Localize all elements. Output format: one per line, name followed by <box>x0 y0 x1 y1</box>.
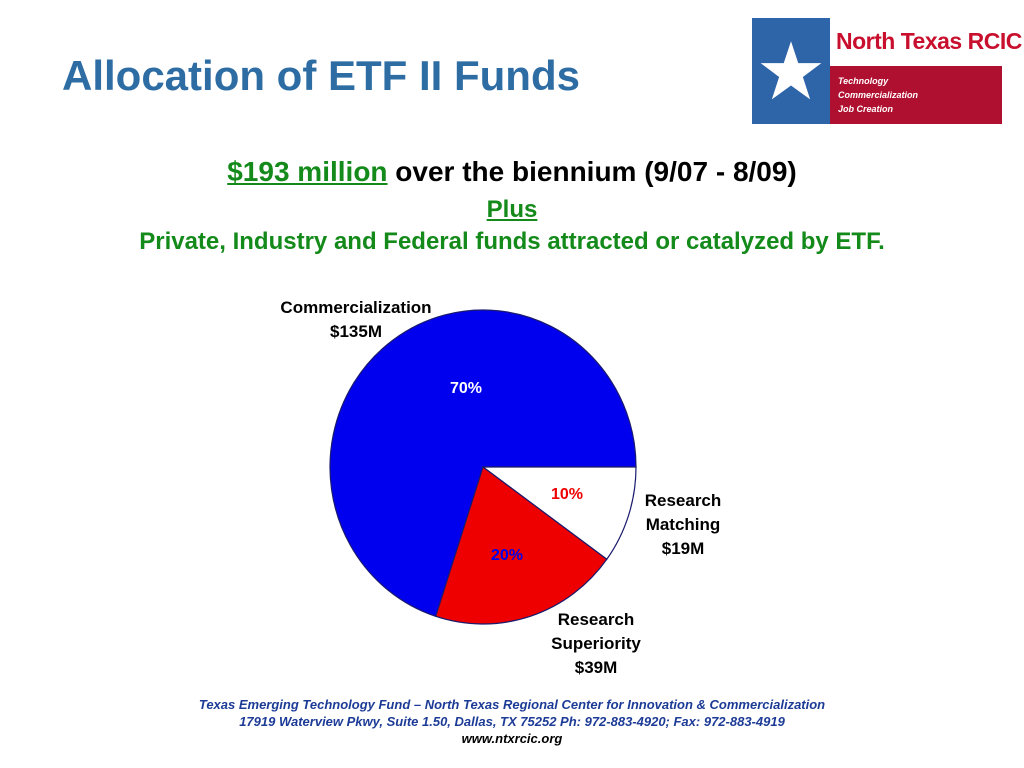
logo-name: North Texas RCIC <box>836 28 1022 54</box>
percent-label-research-matching: 10% <box>551 486 584 503</box>
percent-label-commercialization: 70% <box>450 380 483 397</box>
pie-slice-research-superiority <box>434 466 608 625</box>
north-texas-rcic-logo: North Texas RCIC Technology Commercializ… <box>752 18 1022 124</box>
footer-organization: Texas Emerging Technology Fund – North T… <box>198 697 826 712</box>
logo-tagline: Commercialization <box>838 90 919 100</box>
logo-tagline: Technology <box>838 76 889 86</box>
footer-address: 17919 Waterview Pkwy, Suite 1.50, Dallas… <box>239 714 785 729</box>
label-name: Superiority <box>551 634 641 653</box>
label-research-matching: Research Matching $19M <box>628 489 738 561</box>
label-name: Matching <box>645 515 721 534</box>
subtitle-line: $193 million over the biennium (9/07 - 8… <box>0 156 1024 188</box>
logo-red-panel <box>830 66 1002 124</box>
subtitle-detail: Private, Industry and Federal funds attr… <box>139 228 885 255</box>
page-title: Allocation of ETF II Funds <box>62 52 580 99</box>
footer-website: www.ntxrcic.org <box>461 731 563 746</box>
pie-slice-research-matching <box>481 466 637 561</box>
label-name: Research <box>557 610 635 629</box>
logo-tagline: Job Creation <box>838 104 894 114</box>
label-research-superiority: Research Superiority $39M <box>531 608 661 680</box>
label-name: Commercialization <box>280 298 432 317</box>
plus-text: Plus <box>486 196 538 223</box>
pie-slice-commercialization <box>329 309 637 618</box>
funding-amount: $193 million <box>227 156 388 187</box>
subtitle-text: over the biennium (9/07 - 8/09) <box>387 156 797 187</box>
label-amount: $39M <box>574 658 618 677</box>
label-name: Research <box>644 491 722 510</box>
label-amount: $135M <box>330 322 382 341</box>
star-icon <box>760 41 822 100</box>
percent-label-research-superiority: 20% <box>491 547 524 564</box>
label-amount: $19M <box>661 539 705 558</box>
logo-white-panel <box>830 18 1002 66</box>
label-commercialization: Commercialization $135M <box>262 296 450 344</box>
